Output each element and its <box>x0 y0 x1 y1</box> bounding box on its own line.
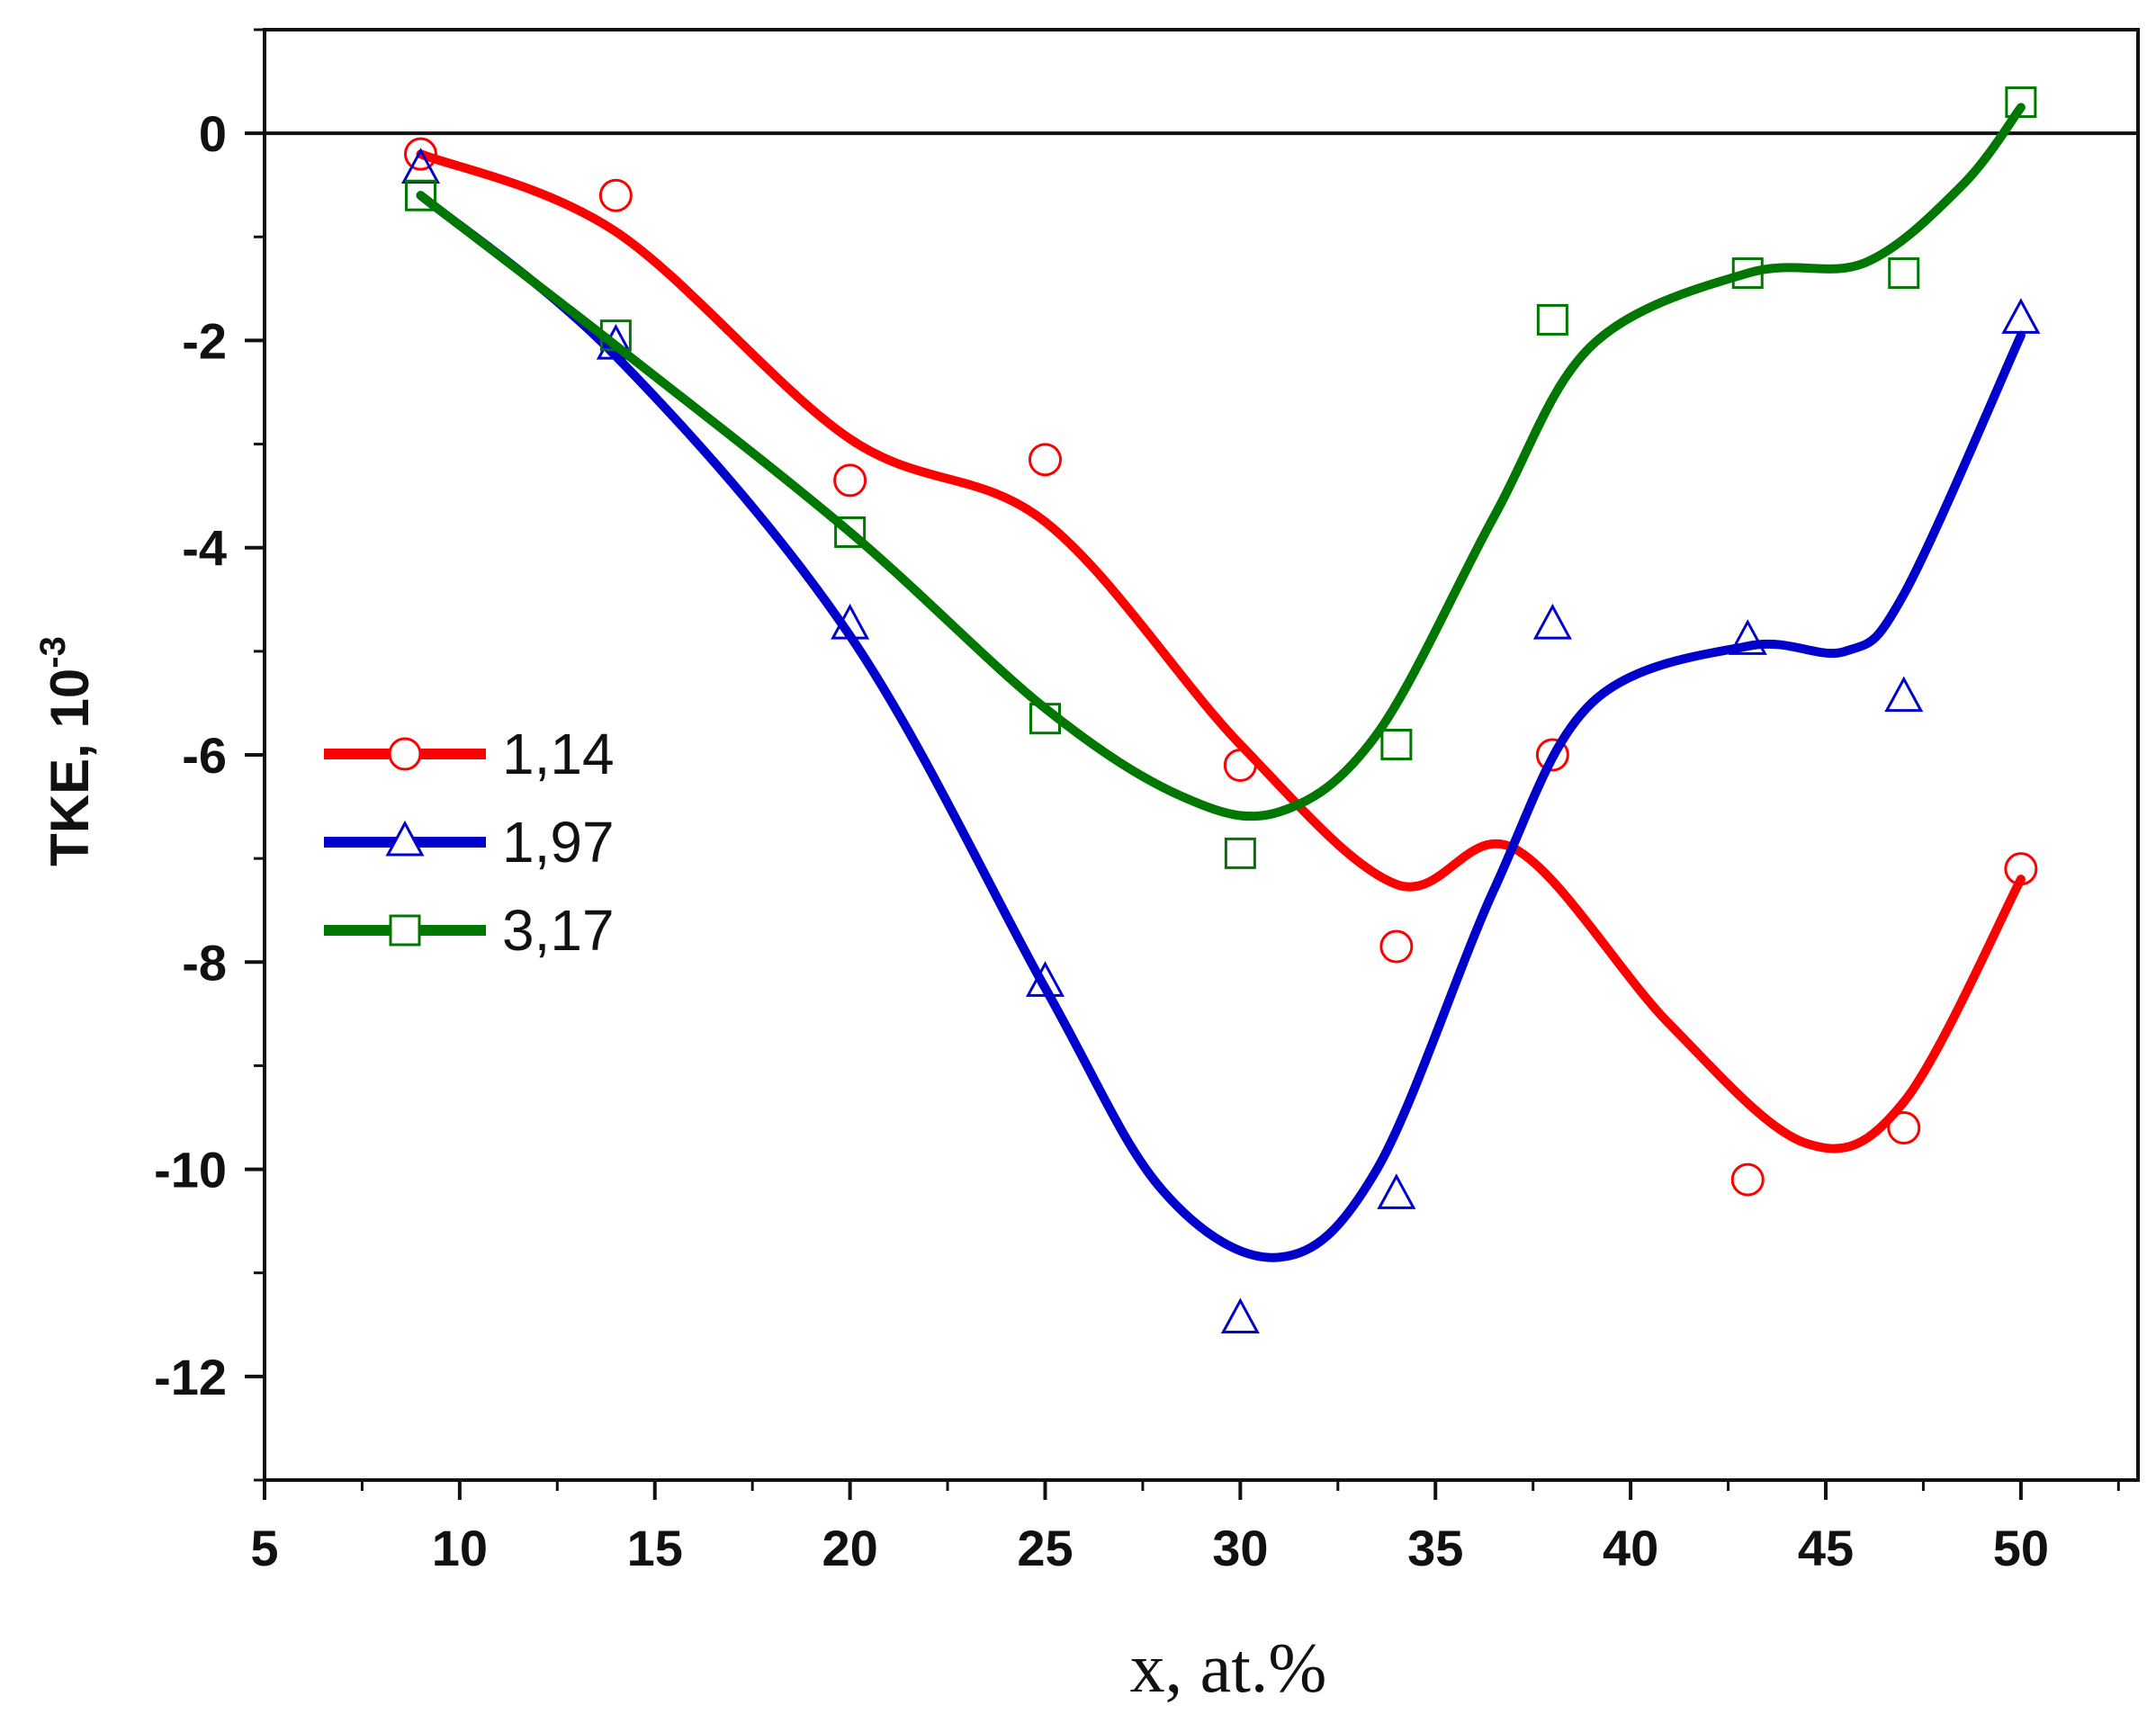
legend: 1,14 1,97 3,17 <box>324 722 615 963</box>
data-point-circle <box>1730 1162 1765 1197</box>
series-square <box>405 86 2037 869</box>
legend-item: 3,17 <box>324 898 615 963</box>
data-point-square <box>599 319 632 352</box>
x-tick-label: 25 <box>1017 1520 1073 1576</box>
data-point-triangle <box>1884 676 1924 713</box>
data-point-triangle <box>1025 961 1065 997</box>
legend-item: 1,14 <box>324 722 615 786</box>
legend-marker <box>389 914 421 947</box>
data-point-triangle <box>1377 1173 1416 1209</box>
y-tick-label: -4 <box>182 520 227 577</box>
data-point-triangle <box>1728 619 1767 655</box>
x-tick-label: 10 <box>432 1520 488 1576</box>
data-point-circle <box>1887 1111 1921 1145</box>
y-tick-label: -8 <box>182 934 227 991</box>
x-tick-label: 20 <box>822 1520 877 1576</box>
data-point-square <box>1029 703 1061 735</box>
legend-item: 1,97 <box>324 810 615 875</box>
series-layer <box>400 86 2041 1334</box>
legend-label: 3,17 <box>502 898 615 963</box>
y-tick-label: 0 <box>199 105 227 162</box>
y-tick-label: -6 <box>182 727 227 784</box>
data-point-circle <box>404 137 437 171</box>
legend-label: 1,97 <box>502 810 615 875</box>
svg-text:TKE, 10-3: TKE, 10-3 <box>33 636 100 866</box>
data-point-circle <box>1535 738 1569 772</box>
data-point-circle <box>1029 443 1062 477</box>
data-point-square <box>1731 257 1764 290</box>
x-tick-label: 35 <box>1407 1520 1463 1576</box>
data-point-circle <box>833 463 867 498</box>
legend-marker <box>385 820 425 857</box>
y-axis-label: TKE, 10 <box>40 669 100 866</box>
data-point-triangle <box>831 603 870 640</box>
data-point-circle <box>1379 929 1414 964</box>
data-point-square <box>1536 303 1568 336</box>
data-point-circle <box>598 178 633 212</box>
data-point-circle <box>2004 852 2038 886</box>
data-point-circle <box>1223 749 1257 783</box>
data-point-square <box>1380 728 1413 760</box>
x-tick-label: 5 <box>250 1520 278 1576</box>
x-tick-label: 15 <box>627 1520 683 1576</box>
data-point-triangle <box>2001 298 2041 334</box>
series-line <box>416 103 2026 821</box>
x-tick-label: 40 <box>1603 1520 1658 1576</box>
data-point-square <box>2005 86 2037 119</box>
x-tick-label: 50 <box>1993 1520 2049 1576</box>
series-circle <box>404 137 2038 1197</box>
data-point-square <box>405 179 436 211</box>
data-point-square <box>1888 257 1920 290</box>
legend-label: 1,14 <box>502 722 615 786</box>
data-point-triangle <box>1220 1297 1260 1334</box>
y-axis-label-exponent: -3 <box>33 636 73 669</box>
data-point-square <box>1224 837 1256 869</box>
series-triangle <box>400 148 2041 1334</box>
axes: 5 10 15 20 25 30 35 40 45 50 0 -2 -4 -6 -8 -10 -12 <box>154 28 2120 1576</box>
legend-marker <box>388 737 422 771</box>
series-line <box>416 191 2026 1262</box>
x-tick-label: 30 <box>1212 1520 1268 1576</box>
series-line <box>416 149 2026 1153</box>
data-point-triangle <box>1532 603 1572 640</box>
x-tick-label: 45 <box>1798 1520 1854 1576</box>
x-axis-label: x, at.% <box>1130 1629 1327 1707</box>
data-point-square <box>834 516 867 548</box>
y-tick-label: -2 <box>182 312 227 369</box>
y-axis-label-group: TKE, 10-3 <box>33 636 100 866</box>
y-tick-label: -12 <box>154 1349 227 1405</box>
y-tick-label: -10 <box>154 1142 227 1198</box>
